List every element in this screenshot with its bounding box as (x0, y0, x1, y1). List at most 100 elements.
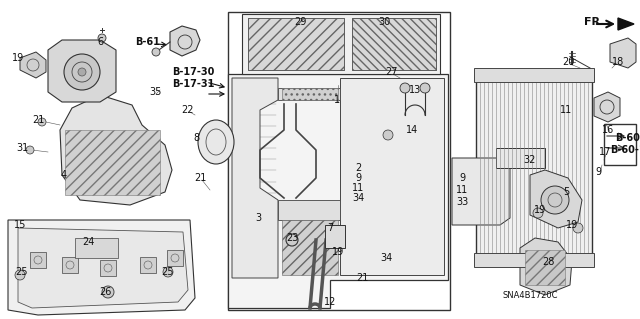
Text: 11: 11 (352, 183, 364, 193)
Bar (62, 257, 78, 273)
Bar (282, 88, 338, 100)
Bar (474, 253, 594, 267)
Text: 19: 19 (12, 53, 24, 63)
Bar (282, 220, 338, 275)
Text: 3: 3 (255, 213, 261, 223)
Text: 9: 9 (459, 173, 465, 183)
Bar (352, 18, 436, 70)
Text: 34: 34 (352, 193, 364, 203)
Circle shape (26, 146, 34, 154)
Text: 1: 1 (334, 95, 340, 105)
Text: 6: 6 (97, 37, 103, 47)
Text: 11: 11 (456, 185, 468, 195)
Text: 13: 13 (409, 85, 421, 95)
Bar (325, 225, 345, 248)
Bar (496, 148, 545, 168)
Text: 26: 26 (99, 287, 111, 297)
Polygon shape (594, 92, 620, 122)
Text: 25: 25 (16, 267, 28, 277)
Circle shape (541, 186, 569, 214)
Polygon shape (60, 95, 172, 205)
Text: 2: 2 (355, 163, 361, 173)
Bar (75, 238, 118, 258)
Text: 35: 35 (149, 87, 161, 97)
Text: 23: 23 (286, 233, 298, 243)
Text: 29: 29 (294, 17, 306, 27)
Text: 27: 27 (385, 67, 397, 77)
Polygon shape (170, 26, 200, 56)
Circle shape (286, 234, 298, 246)
Text: 19: 19 (332, 247, 344, 257)
Bar (167, 250, 183, 266)
Bar (30, 252, 46, 268)
Text: 8: 8 (193, 133, 199, 143)
Polygon shape (340, 78, 444, 275)
Polygon shape (48, 40, 116, 102)
Text: 31: 31 (16, 143, 28, 153)
Text: 25: 25 (162, 267, 174, 277)
Polygon shape (618, 18, 634, 30)
Circle shape (38, 118, 46, 126)
Bar (228, 12, 450, 310)
Polygon shape (610, 38, 636, 68)
Text: 11: 11 (560, 105, 572, 115)
Circle shape (400, 83, 410, 93)
Circle shape (64, 54, 100, 90)
Bar (248, 18, 344, 70)
Bar (352, 18, 436, 70)
Polygon shape (20, 52, 46, 78)
Text: B-60: B-60 (616, 133, 640, 143)
Text: SNA4B1720C: SNA4B1720C (502, 291, 557, 300)
Polygon shape (520, 238, 572, 295)
Text: 34: 34 (380, 253, 392, 263)
Bar (140, 257, 156, 273)
Bar (476, 70, 592, 265)
Text: FR.: FR. (584, 17, 604, 27)
Polygon shape (228, 74, 448, 308)
Text: 24: 24 (82, 237, 94, 247)
Polygon shape (530, 170, 582, 228)
Text: 32: 32 (524, 155, 536, 165)
Circle shape (15, 270, 25, 280)
Text: 4: 4 (61, 170, 67, 180)
Text: 16: 16 (602, 125, 614, 135)
Text: B-61: B-61 (136, 37, 161, 47)
Text: 22: 22 (182, 105, 195, 115)
Circle shape (533, 208, 543, 218)
Circle shape (163, 267, 173, 277)
Text: B-60-1: B-60-1 (610, 145, 640, 155)
Polygon shape (278, 200, 340, 220)
Polygon shape (452, 158, 510, 225)
Text: 20: 20 (562, 57, 574, 67)
Text: 30: 30 (378, 17, 390, 27)
Ellipse shape (198, 120, 234, 164)
Text: B-17-30: B-17-30 (172, 67, 214, 77)
Bar (525, 250, 565, 285)
Circle shape (102, 286, 114, 298)
Circle shape (420, 83, 430, 93)
Polygon shape (278, 88, 340, 100)
Bar (100, 260, 116, 276)
Text: 21: 21 (356, 273, 368, 283)
Text: 12: 12 (324, 297, 336, 307)
Bar (474, 68, 594, 82)
Text: 14: 14 (406, 125, 418, 135)
Text: 9: 9 (595, 167, 601, 177)
Text: B-17-31: B-17-31 (172, 79, 214, 89)
Text: 21: 21 (32, 115, 44, 125)
Circle shape (152, 48, 160, 56)
Polygon shape (232, 78, 278, 278)
Text: 9: 9 (355, 173, 361, 183)
Text: 21: 21 (194, 173, 206, 183)
Text: 28: 28 (542, 257, 554, 267)
Circle shape (78, 68, 86, 76)
Circle shape (98, 34, 106, 42)
Text: 18: 18 (612, 57, 624, 67)
Text: 15: 15 (14, 220, 26, 230)
Bar (65, 130, 160, 195)
Text: 33: 33 (456, 197, 468, 207)
Circle shape (573, 223, 583, 233)
Text: 19: 19 (534, 205, 546, 215)
Polygon shape (18, 228, 188, 308)
Bar (604, 124, 636, 165)
